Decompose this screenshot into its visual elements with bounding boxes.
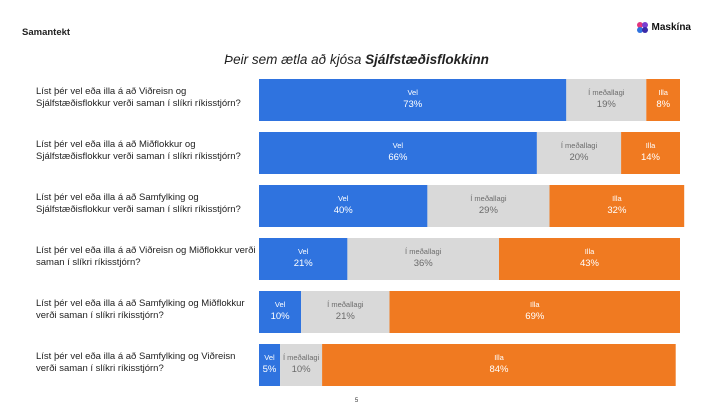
maskina-logo: Maskína xyxy=(636,22,691,33)
chart-title: Þeir sem ætla að kjósa Sjálfstæðisflokki… xyxy=(0,52,713,67)
bar-value-label-illa-1: 8% xyxy=(656,99,670,110)
bar-series-label-illa-6: Illa xyxy=(494,353,504,362)
bar-vel-5 xyxy=(259,291,302,333)
bar-series-label-medallagi-2: Í meðallagi xyxy=(561,141,598,150)
bar-value-label-vel-4: 21% xyxy=(294,258,314,269)
bar-series-label-vel-6: Vel xyxy=(264,353,275,362)
bar-value-label-medallagi-3: 29% xyxy=(479,205,499,216)
chart-title-party: Sjálfstæðisflokkinn xyxy=(365,52,489,67)
question-label-2: Líst þér vel eða illa á að Miðflokkur og… xyxy=(36,139,241,162)
bar-value-label-medallagi-4: 36% xyxy=(414,258,434,269)
chart-title-prefix: Þeir sem ætla að kjósa xyxy=(224,52,366,67)
bar-value-label-vel-5: 10% xyxy=(271,311,291,322)
bar-illa-5 xyxy=(389,291,680,333)
bar-series-label-vel-5: Vel xyxy=(275,300,286,309)
bar-series-label-vel-2: Vel xyxy=(393,141,404,150)
bar-value-label-vel-6: 5% xyxy=(263,364,277,375)
bar-value-label-medallagi-2: 20% xyxy=(569,152,589,163)
bar-illa-1 xyxy=(646,79,680,121)
bar-series-label-illa-5: Illa xyxy=(530,300,540,309)
bar-medallagi-3 xyxy=(427,185,550,227)
bar-series-label-illa-3: Illa xyxy=(612,194,622,203)
bar-medallagi-1 xyxy=(566,79,647,121)
question-label-1: Líst þér vel eða illa á að Viðreisn og S… xyxy=(36,86,241,109)
question-label-3: Líst þér vel eða illa á að Samfylking og… xyxy=(36,192,241,215)
bar-value-label-vel-1: 73% xyxy=(403,99,423,110)
bar-value-label-vel-2: 66% xyxy=(388,152,408,163)
bar-value-label-illa-6: 84% xyxy=(489,364,509,375)
bar-illa-4 xyxy=(499,238,680,280)
bar-series-label-vel-1: Vel xyxy=(407,88,418,97)
question-label-4: Líst þér vel eða illa á að Viðreisn og M… xyxy=(36,245,256,268)
bar-series-label-medallagi-4: Í meðallagi xyxy=(405,247,442,256)
logo-text: Maskína xyxy=(651,22,691,33)
bar-medallagi-6 xyxy=(280,344,323,386)
bar-illa-3 xyxy=(549,185,685,227)
bar-value-label-illa-4: 43% xyxy=(580,258,600,269)
bar-series-label-illa-2: Illa xyxy=(646,141,656,150)
bar-value-label-medallagi-5: 21% xyxy=(336,311,356,322)
bar-medallagi-2 xyxy=(536,132,622,174)
bar-vel-1 xyxy=(259,79,567,121)
bar-value-label-vel-3: 40% xyxy=(334,205,354,216)
bar-series-label-medallagi-5: Í meðallagi xyxy=(327,300,364,309)
bar-series-label-medallagi-6: Í meðallagi xyxy=(283,353,320,362)
bar-series-label-medallagi-3: Í meðallagi xyxy=(470,194,507,203)
bar-medallagi-5 xyxy=(301,291,390,333)
bar-value-label-medallagi-6: 10% xyxy=(292,364,312,375)
bar-value-label-illa-2: 14% xyxy=(641,152,661,163)
bar-series-label-vel-3: Vel xyxy=(338,194,349,203)
bar-value-label-illa-5: 69% xyxy=(525,311,545,322)
question-label-6: Líst þér vel eða illa á að Samfylking og… xyxy=(36,351,236,374)
bar-vel-6 xyxy=(259,344,281,386)
question-label-5: Líst þér vel eða illa á að Samfylking og… xyxy=(36,298,245,321)
section-label: Samantekt xyxy=(22,27,71,38)
bar-vel-4 xyxy=(259,238,348,280)
logo-icon xyxy=(636,22,648,33)
bar-series-label-illa-4: Illa xyxy=(585,247,595,256)
bar-value-label-medallagi-1: 19% xyxy=(597,99,617,110)
bar-illa-2 xyxy=(621,132,680,174)
bar-series-label-vel-4: Vel xyxy=(298,247,309,256)
bar-series-label-medallagi-1: Í meðallagi xyxy=(588,88,625,97)
bar-illa-6 xyxy=(322,344,676,386)
page-number: 5 xyxy=(354,398,359,404)
bar-vel-3 xyxy=(259,185,428,227)
bar-vel-2 xyxy=(259,132,537,174)
bar-value-label-illa-3: 32% xyxy=(607,205,627,216)
bar-medallagi-4 xyxy=(347,238,499,280)
bar-series-label-illa-1: Illa xyxy=(658,88,668,97)
